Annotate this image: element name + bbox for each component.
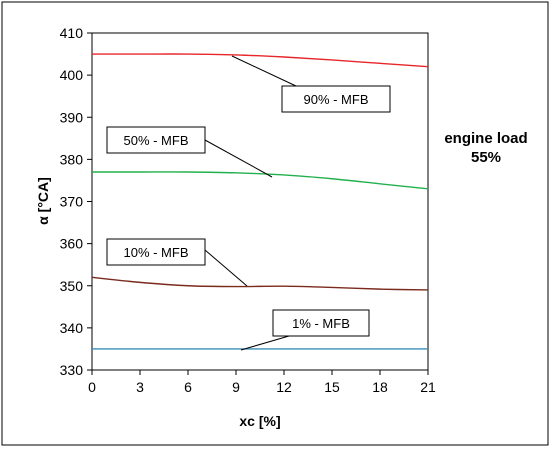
- ticks-layer: 330 340 350 360 370 380 390 400 410 0 3 6 9 12 15 18 21: [60, 25, 436, 395]
- x-tick-label: 3: [136, 379, 144, 395]
- callout-90-mfb-label: 90% - MFB: [303, 92, 368, 107]
- y-axis-title: α [°CA]: [35, 177, 51, 225]
- x-tick-label: 18: [372, 379, 388, 395]
- y-tick-label: 380: [60, 151, 84, 167]
- callout-1-mfb-leader: [240, 335, 290, 351]
- x-axis-title: xc [%]: [239, 413, 280, 429]
- series-line-10-mfb: [91, 276, 429, 291]
- y-tick-label: 340: [60, 320, 84, 336]
- callout-10-mfb-leader: [204, 249, 248, 287]
- callout-90-mfb-leader: [231, 55, 297, 87]
- x-tick-label: 6: [184, 379, 192, 395]
- series-layer: [91, 53, 429, 350]
- x-tick-label: 0: [88, 379, 96, 395]
- y-tick-label: 350: [60, 278, 84, 294]
- y-tick-label: 410: [60, 25, 84, 41]
- x-tick-label: 21: [420, 379, 436, 395]
- callout-90-mfb-box: [281, 85, 391, 113]
- y-tick-label: 360: [60, 236, 84, 252]
- x-tick-label: 9: [232, 379, 240, 395]
- callout-layer: 90% - MFB 50% - MFB 10% - MFB 1% - MFB: [106, 55, 391, 351]
- plot-area: [91, 32, 429, 371]
- callout-1-mfb-label: 1% - MFB: [292, 316, 350, 331]
- y-tick-label: 330: [60, 362, 84, 378]
- callout-10-mfb-label: 10% - MFB: [123, 245, 188, 260]
- y-tick-label: 400: [60, 67, 84, 83]
- callout-50-mfb-leader: [204, 139, 273, 178]
- y-tick-label: 390: [60, 109, 84, 125]
- y-tick-label: 370: [60, 194, 84, 210]
- callout-1-mfb-box: [272, 309, 370, 337]
- side-note-line-1: engine load: [444, 130, 527, 147]
- x-tick-label: 15: [324, 379, 340, 395]
- side-note-line-2: 55%: [471, 149, 501, 166]
- series-line-90-mfb: [91, 53, 429, 68]
- callout-50-mfb-box: [106, 126, 206, 154]
- callout-50-mfb-label: 50% - MFB: [123, 133, 188, 148]
- series-line-50-mfb: [92, 171, 429, 190]
- x-tick-label: 12: [276, 379, 292, 395]
- callout-10-mfb-box: [106, 238, 206, 266]
